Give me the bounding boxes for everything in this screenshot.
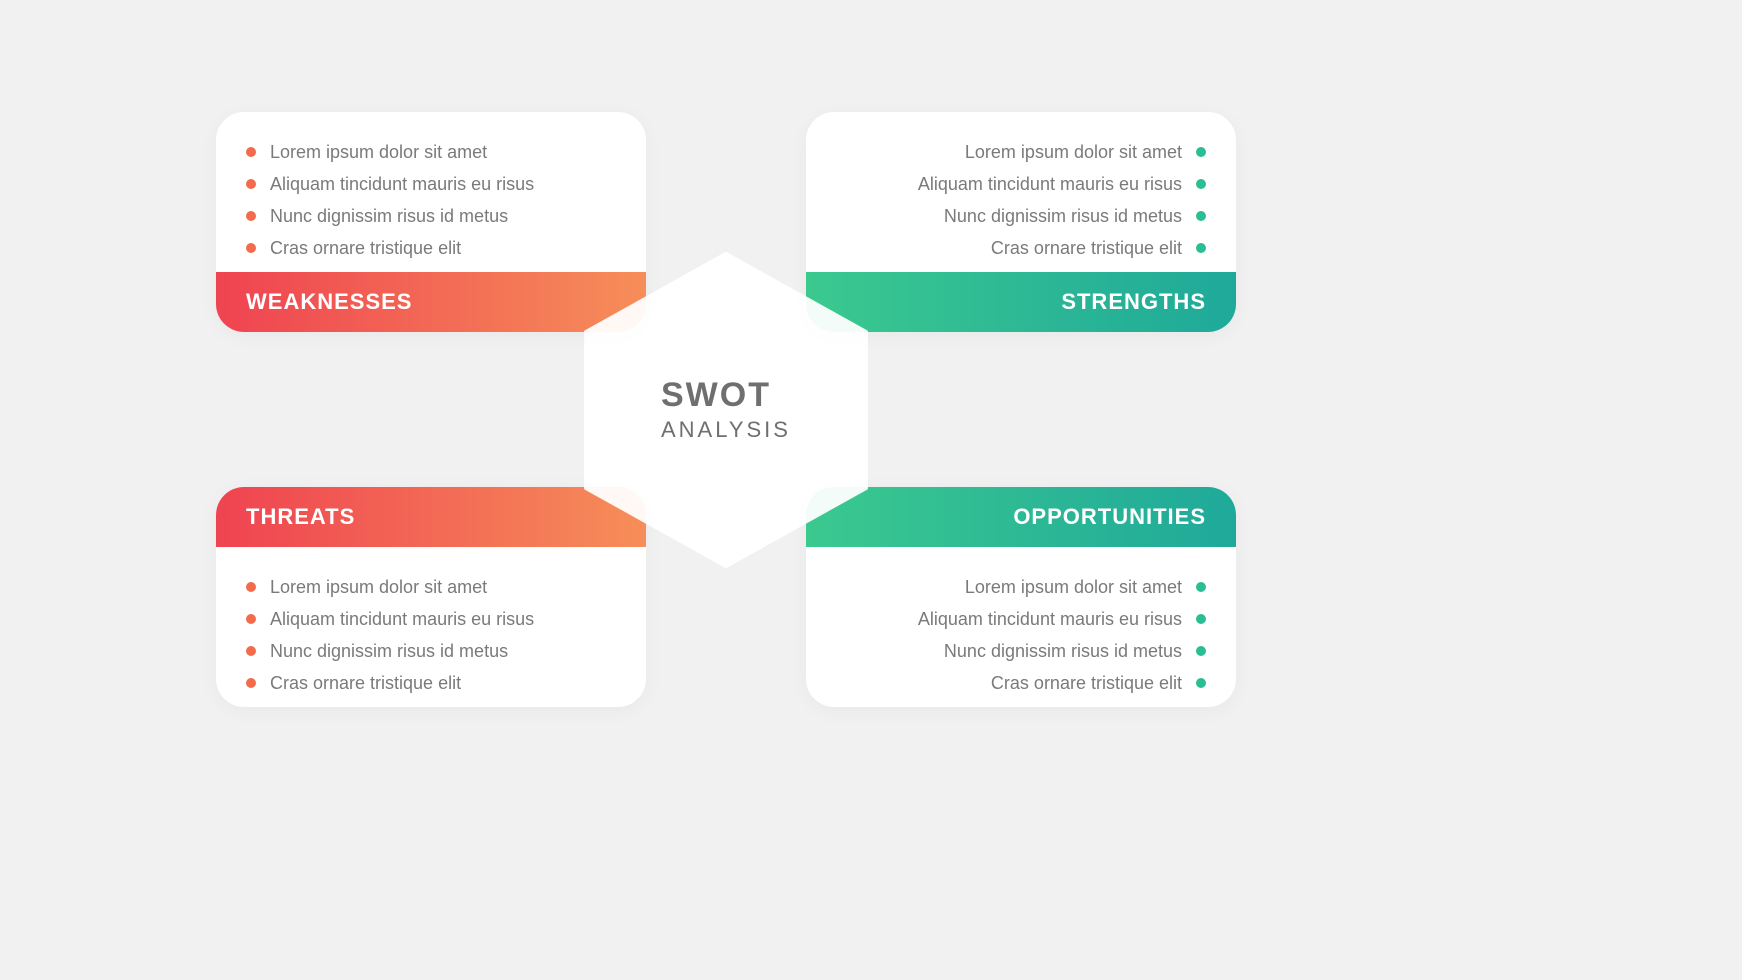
list-item: Aliquam tincidunt mauris eu risus [246,603,616,635]
swot-stage: Lorem ipsum dolor sit amet Aliquam tinci… [0,0,1742,980]
item-text: Aliquam tincidunt mauris eu risus [918,603,1182,635]
list-item: Lorem ipsum dolor sit amet [246,571,616,603]
card-title: STRENGTHS [1061,289,1206,315]
item-text: Nunc dignissim risus id metus [944,635,1182,667]
list-item: Lorem ipsum dolor sit amet [836,571,1206,603]
item-text: Cras ornare tristique elit [991,667,1182,699]
bullet-icon [1196,147,1206,157]
center-hexagon: SWOT ANALYSIS [561,245,891,575]
list-item: Cras ornare tristique elit [836,232,1206,264]
list-item: Aliquam tincidunt mauris eu risus [836,603,1206,635]
bullet-icon [246,243,256,253]
bullet-icon [1196,646,1206,656]
bullet-icon [1196,211,1206,221]
bullet-icon [246,147,256,157]
item-list: Lorem ipsum dolor sit amet Aliquam tinci… [836,136,1206,264]
item-text: Cras ornare tristique elit [270,667,461,699]
list-item: Aliquam tincidunt mauris eu risus [246,168,616,200]
card-title: OPPORTUNITIES [1013,504,1206,530]
item-text: Nunc dignissim risus id metus [270,635,508,667]
bullet-icon [246,646,256,656]
card-title: THREATS [246,504,355,530]
list-item: Cras ornare tristique elit [246,667,616,699]
item-list: Lorem ipsum dolor sit amet Aliquam tinci… [836,571,1206,699]
bullet-icon [1196,614,1206,624]
list-item: Lorem ipsum dolor sit amet [246,136,616,168]
item-text: Aliquam tincidunt mauris eu risus [270,168,534,200]
list-item: Nunc dignissim risus id metus [246,635,616,667]
bullet-icon [246,179,256,189]
item-text: Lorem ipsum dolor sit amet [270,571,487,603]
bullet-icon [1196,179,1206,189]
item-list: Lorem ipsum dolor sit amet Aliquam tinci… [246,571,616,699]
bullet-icon [1196,582,1206,592]
item-text: Cras ornare tristique elit [270,232,461,264]
item-text: Nunc dignissim risus id metus [944,200,1182,232]
card-title: WEAKNESSES [246,289,412,315]
center-label: SWOT ANALYSIS [661,376,791,443]
bullet-icon [1196,243,1206,253]
list-item: Nunc dignissim risus id metus [246,200,616,232]
bullet-icon [246,678,256,688]
item-text: Cras ornare tristique elit [991,232,1182,264]
list-item: Cras ornare tristique elit [836,667,1206,699]
list-item: Nunc dignissim risus id metus [836,635,1206,667]
item-text: Lorem ipsum dolor sit amet [270,136,487,168]
bullet-icon [246,614,256,624]
list-item: Aliquam tincidunt mauris eu risus [836,168,1206,200]
item-text: Lorem ipsum dolor sit amet [965,571,1182,603]
bullet-icon [246,211,256,221]
item-text: Nunc dignissim risus id metus [270,200,508,232]
item-text: Aliquam tincidunt mauris eu risus [270,603,534,635]
list-item: Lorem ipsum dolor sit amet [836,136,1206,168]
item-text: Lorem ipsum dolor sit amet [965,136,1182,168]
center-title: SWOT [661,376,791,415]
item-text: Aliquam tincidunt mauris eu risus [918,168,1182,200]
center-subtitle: ANALYSIS [661,417,791,443]
list-item: Nunc dignissim risus id metus [836,200,1206,232]
bullet-icon [246,582,256,592]
bullet-icon [1196,678,1206,688]
